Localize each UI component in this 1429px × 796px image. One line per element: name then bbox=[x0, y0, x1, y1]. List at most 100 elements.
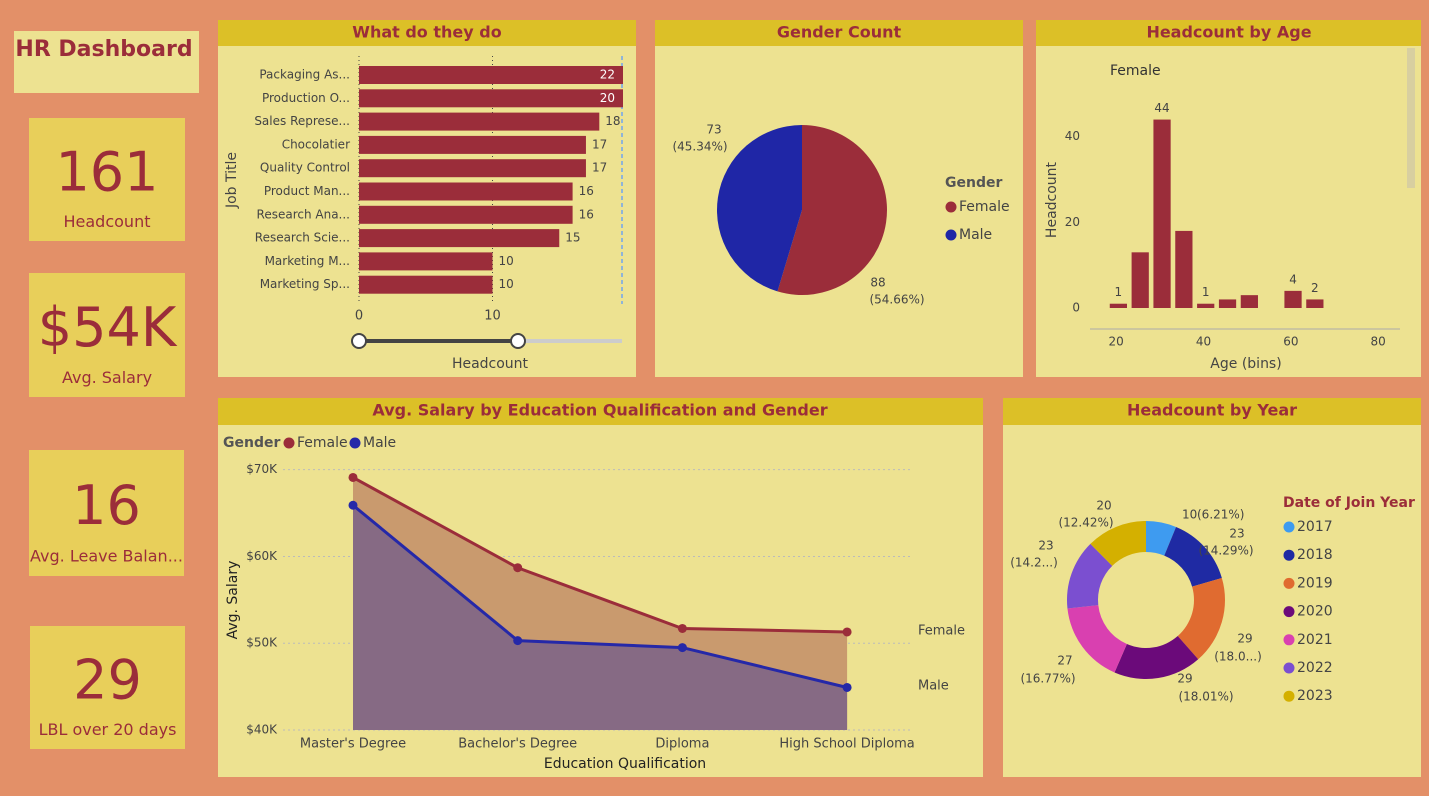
legend-marker bbox=[945, 201, 957, 213]
legend-label: Female bbox=[297, 435, 348, 451]
y-tick-label: Production O... bbox=[262, 91, 350, 105]
legend-label: 2020 bbox=[1297, 604, 1333, 620]
x-tick-label: 20 bbox=[1109, 335, 1124, 349]
y-tick-label: Chocolatier bbox=[282, 137, 350, 151]
y-tick-label: Research Ana... bbox=[257, 207, 350, 221]
percent-label: (14.2...) bbox=[1010, 556, 1058, 570]
point bbox=[513, 563, 523, 573]
histogram-bar bbox=[1218, 299, 1237, 308]
percent-label: (45.34%) bbox=[672, 140, 727, 154]
histogram-bar bbox=[1153, 119, 1171, 308]
y-tick-label: $60K bbox=[246, 549, 278, 563]
kpi-label: Avg. Leave Balan... bbox=[30, 547, 183, 566]
kpi-card bbox=[29, 118, 185, 241]
legend-marker bbox=[945, 229, 957, 241]
histogram-bar bbox=[1240, 295, 1258, 308]
x-tick-label: Bachelor's Degree bbox=[458, 737, 577, 752]
point bbox=[677, 623, 687, 633]
percent-label: (6.21%) bbox=[1197, 508, 1244, 522]
donut-slice bbox=[1090, 521, 1146, 566]
percent-label: (16.77%) bbox=[1020, 672, 1075, 686]
data-label: 22 bbox=[600, 68, 615, 82]
point bbox=[348, 472, 358, 482]
data-label: 23 bbox=[1038, 539, 1053, 553]
kpi-value: 161 bbox=[55, 140, 158, 203]
data-label: 20 bbox=[600, 91, 615, 105]
x-tick-label: 0 bbox=[355, 309, 363, 324]
x-tick-label: Diploma bbox=[655, 737, 709, 752]
data-label: 2 bbox=[1311, 281, 1319, 295]
data-label: 18 bbox=[605, 114, 620, 128]
slider-knob[interactable] bbox=[510, 333, 526, 349]
x-tick-label: 60 bbox=[1283, 335, 1298, 349]
point bbox=[677, 643, 687, 653]
data-label: 20 bbox=[1096, 499, 1111, 513]
bar bbox=[359, 112, 600, 131]
legend-title: Gender bbox=[223, 435, 280, 451]
annotation: Female bbox=[1110, 63, 1161, 79]
legend-marker bbox=[1283, 690, 1295, 702]
y-tick-label: $40K bbox=[246, 723, 278, 737]
bar bbox=[359, 275, 493, 294]
kpi-card bbox=[29, 273, 185, 397]
title-box bbox=[14, 31, 199, 93]
y-tick-label: 40 bbox=[1065, 129, 1080, 143]
bar bbox=[359, 159, 586, 178]
kpi-card bbox=[29, 450, 184, 576]
kpi-card bbox=[30, 626, 185, 749]
chart-title: Gender Count bbox=[777, 23, 902, 42]
y-axis-label: Avg. Salary bbox=[225, 561, 241, 640]
line bbox=[352, 504, 848, 689]
y-tick-label: Packaging As... bbox=[259, 68, 350, 82]
area bbox=[353, 505, 848, 730]
percent-label: (54.66%) bbox=[869, 293, 924, 307]
legend-label: 2022 bbox=[1297, 660, 1333, 676]
slider-knob[interactable] bbox=[351, 333, 367, 349]
legend-marker bbox=[1283, 549, 1295, 561]
percent-label: (18.0...) bbox=[1214, 650, 1262, 664]
x-tick-label: 10 bbox=[484, 309, 501, 324]
bar bbox=[359, 182, 573, 201]
bar bbox=[359, 135, 586, 154]
legend-title: Date of Join Year bbox=[1283, 495, 1415, 511]
data-label: 17 bbox=[592, 161, 607, 175]
y-axis-label: Job Title bbox=[224, 152, 240, 209]
histogram-bar bbox=[1131, 252, 1149, 308]
donut-slice bbox=[1146, 521, 1177, 556]
chart-title: Headcount by Age bbox=[1146, 23, 1311, 42]
panel: Headcount by Age bbox=[1036, 20, 1421, 377]
legend-label: Male bbox=[363, 435, 396, 451]
x-tick-label: 40 bbox=[1196, 335, 1211, 349]
legend-label: 2017 bbox=[1297, 519, 1333, 535]
legend-label: 2018 bbox=[1297, 547, 1333, 563]
legend-label: 2021 bbox=[1297, 632, 1333, 648]
legend-marker bbox=[1283, 606, 1295, 618]
bar bbox=[359, 66, 623, 84]
series-end-label: Female bbox=[918, 624, 965, 639]
kpi-value: 16 bbox=[72, 474, 141, 537]
y-tick-label: 20 bbox=[1065, 215, 1080, 229]
legend-marker bbox=[1283, 634, 1295, 646]
dashboard-title: HR Dashboard bbox=[15, 37, 192, 62]
data-label: 27 bbox=[1057, 654, 1072, 668]
percent-label: (14.29%) bbox=[1198, 544, 1253, 558]
data-label: 73 bbox=[706, 123, 721, 137]
x-tick-label: Master's Degree bbox=[300, 737, 406, 752]
y-tick-label: $70K bbox=[246, 462, 278, 476]
legend-marker bbox=[1283, 662, 1295, 674]
legend-label: Female bbox=[959, 199, 1010, 215]
x-axis-label: Headcount bbox=[452, 356, 529, 372]
legend-label: 2019 bbox=[1297, 575, 1333, 591]
y-tick-label: $50K bbox=[246, 636, 278, 650]
donut-slice bbox=[1164, 526, 1222, 587]
histogram-bar bbox=[1197, 303, 1215, 308]
chart-title: Avg. Salary by Education Qualification a… bbox=[372, 401, 827, 420]
y-tick-label: Quality Control bbox=[260, 161, 350, 175]
scrollbar[interactable] bbox=[1407, 48, 1415, 188]
y-axis-label: Headcount bbox=[1044, 161, 1060, 238]
data-label: 44 bbox=[1154, 101, 1169, 115]
chart-title: What do they do bbox=[352, 23, 501, 42]
donut-slice bbox=[1067, 605, 1127, 673]
point bbox=[842, 682, 852, 692]
